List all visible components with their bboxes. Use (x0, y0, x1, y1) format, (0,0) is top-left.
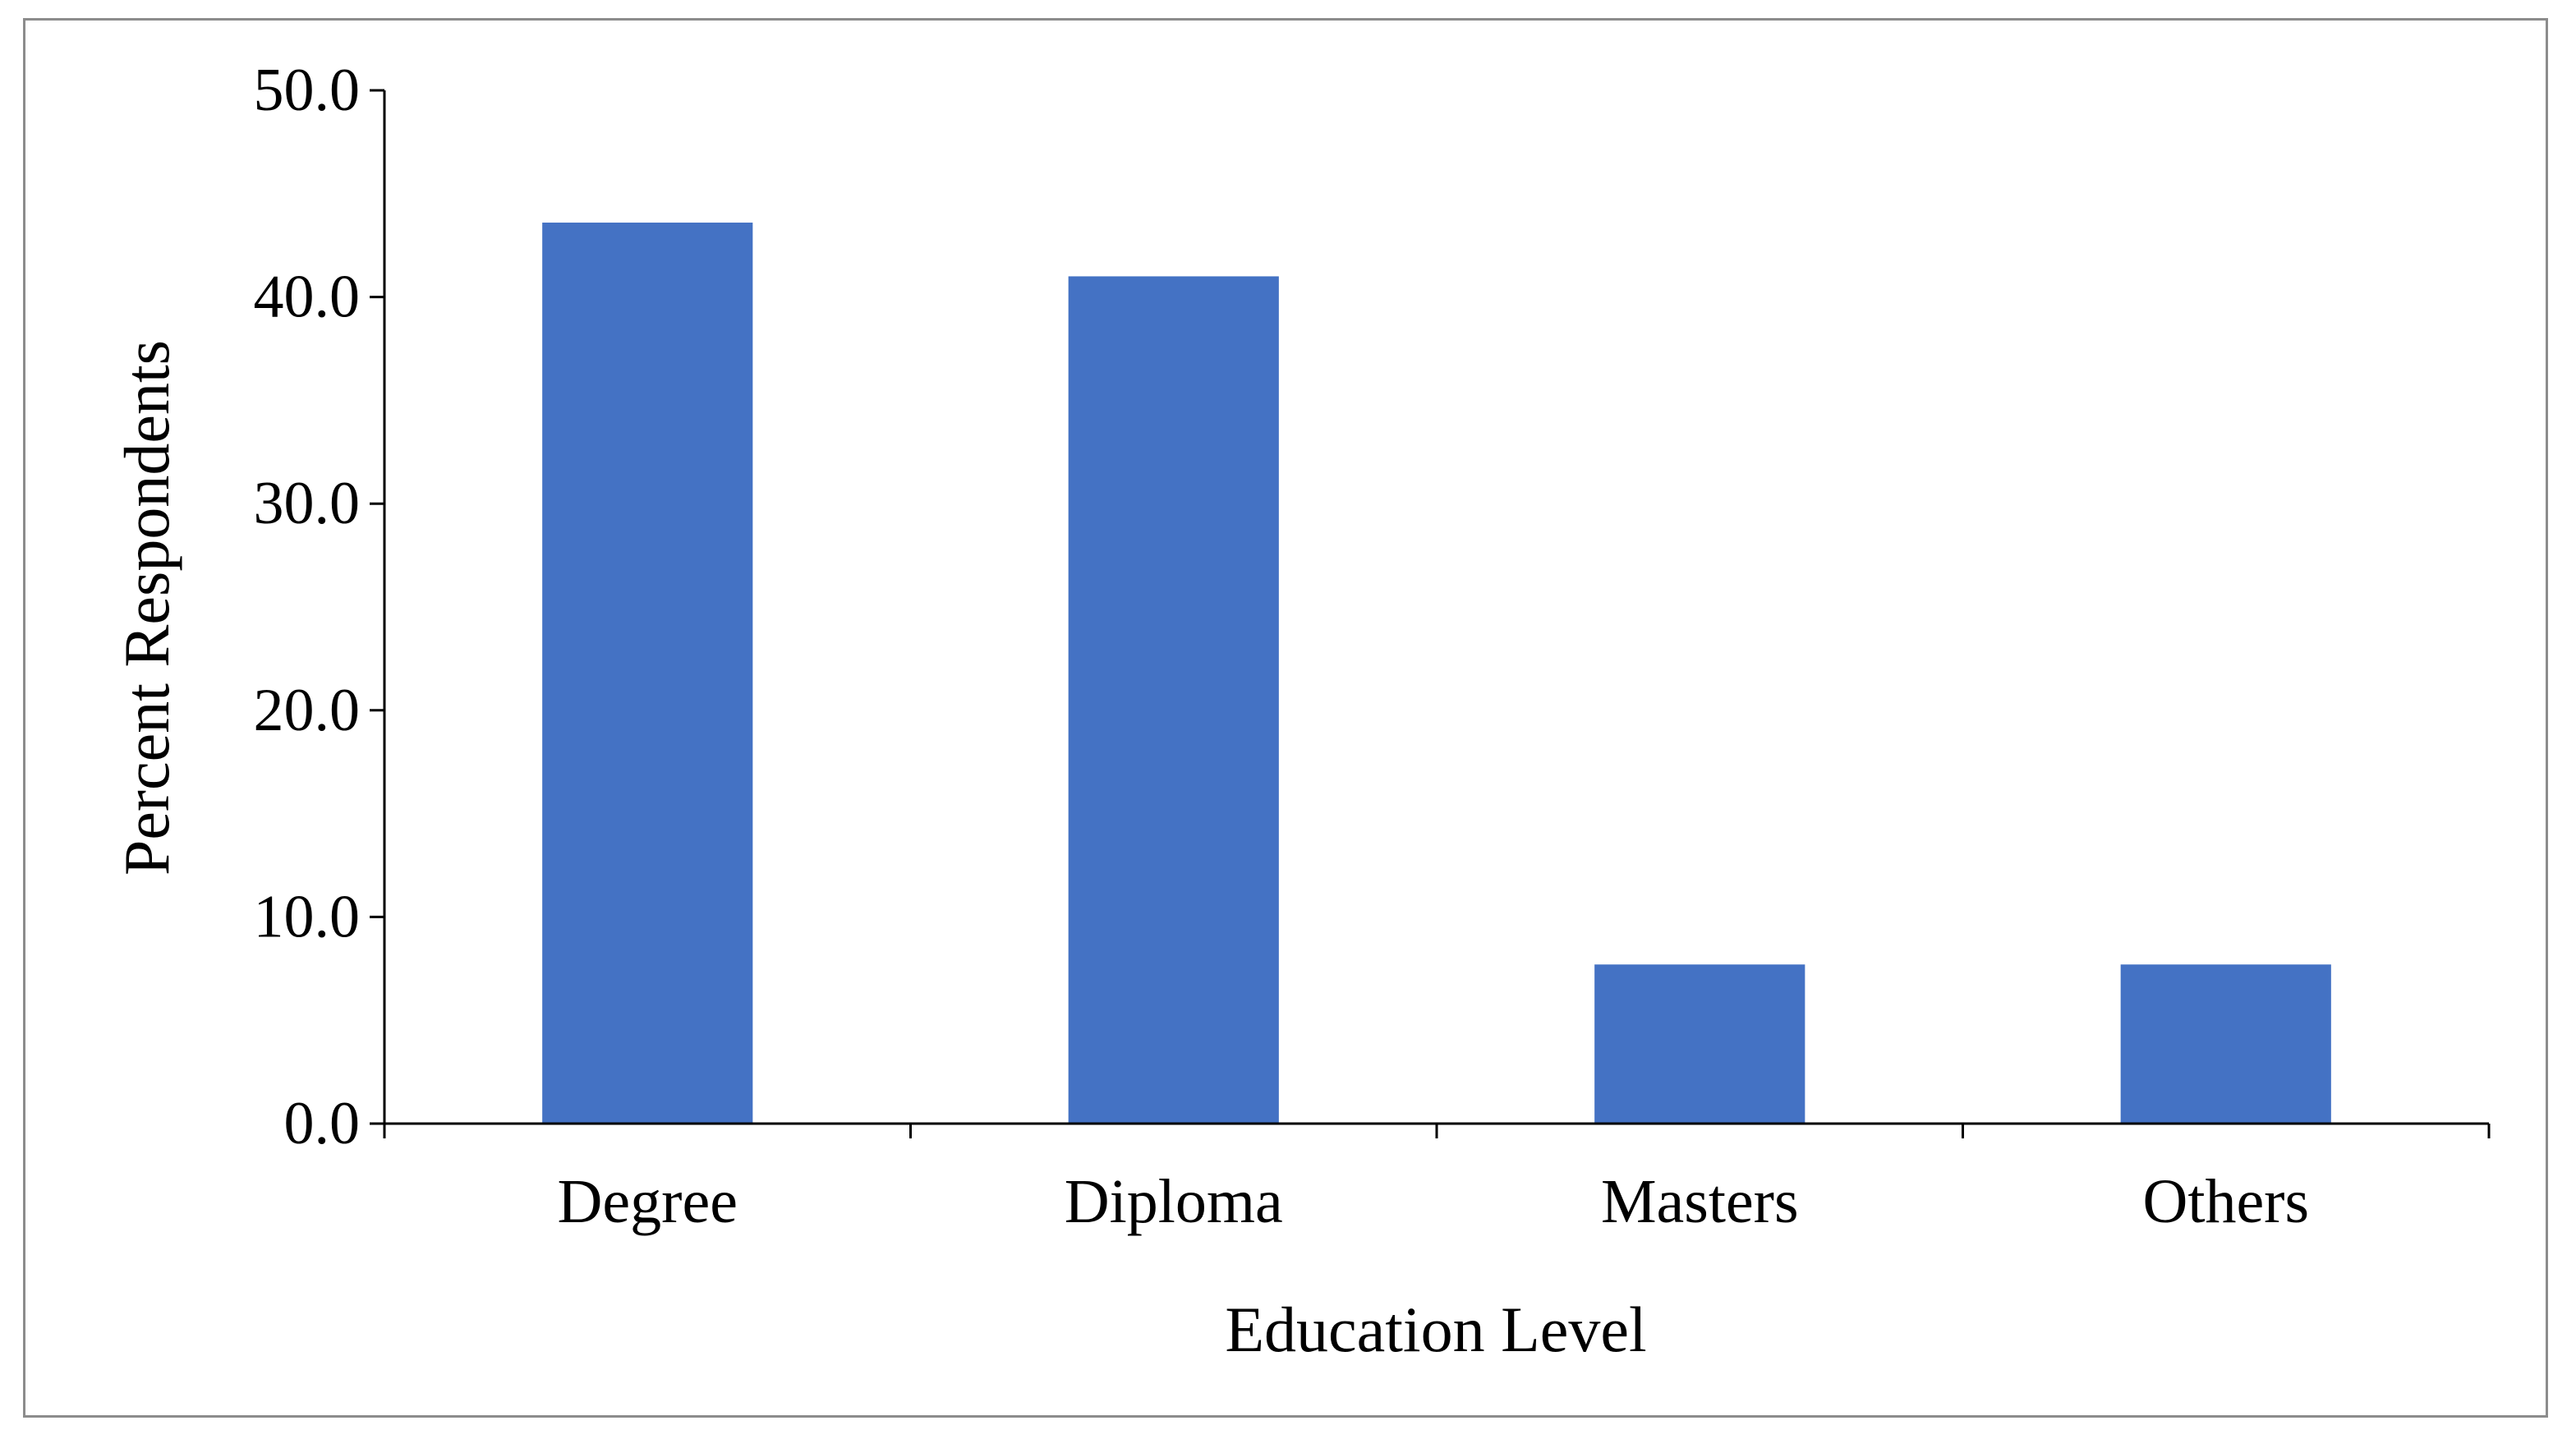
y-tick-label: 40.0 (254, 264, 361, 331)
x-axis-title: Education Level (1225, 1294, 1646, 1365)
bar-others (2120, 964, 2331, 1124)
y-axis-title: Percent Respondents (111, 340, 182, 876)
y-tick-label: 20.0 (254, 677, 361, 744)
bar-degree (542, 223, 753, 1124)
axes-group (370, 89, 2491, 1138)
bars-group (542, 223, 2331, 1124)
y-tick-label: 0.0 (284, 1090, 361, 1157)
bar-masters (1594, 964, 1806, 1124)
y-tick-label: 10.0 (254, 883, 361, 950)
y-tick-label: 50.0 (254, 57, 361, 124)
y-tick-label: 30.0 (254, 470, 361, 537)
x-category-label: Degree (558, 1167, 738, 1236)
x-category-label: Masters (1601, 1167, 1799, 1236)
tick-labels-group: 0.0 10.0 20.0 30.0 40.0 50.0 (254, 57, 361, 1157)
bar-diploma (1068, 276, 1279, 1124)
category-labels-group: Degree Diploma Masters Others (558, 1167, 2310, 1236)
x-category-label: Diploma (1065, 1167, 1283, 1236)
x-category-label: Others (2142, 1167, 2309, 1236)
chart-frame (23, 18, 2548, 1418)
